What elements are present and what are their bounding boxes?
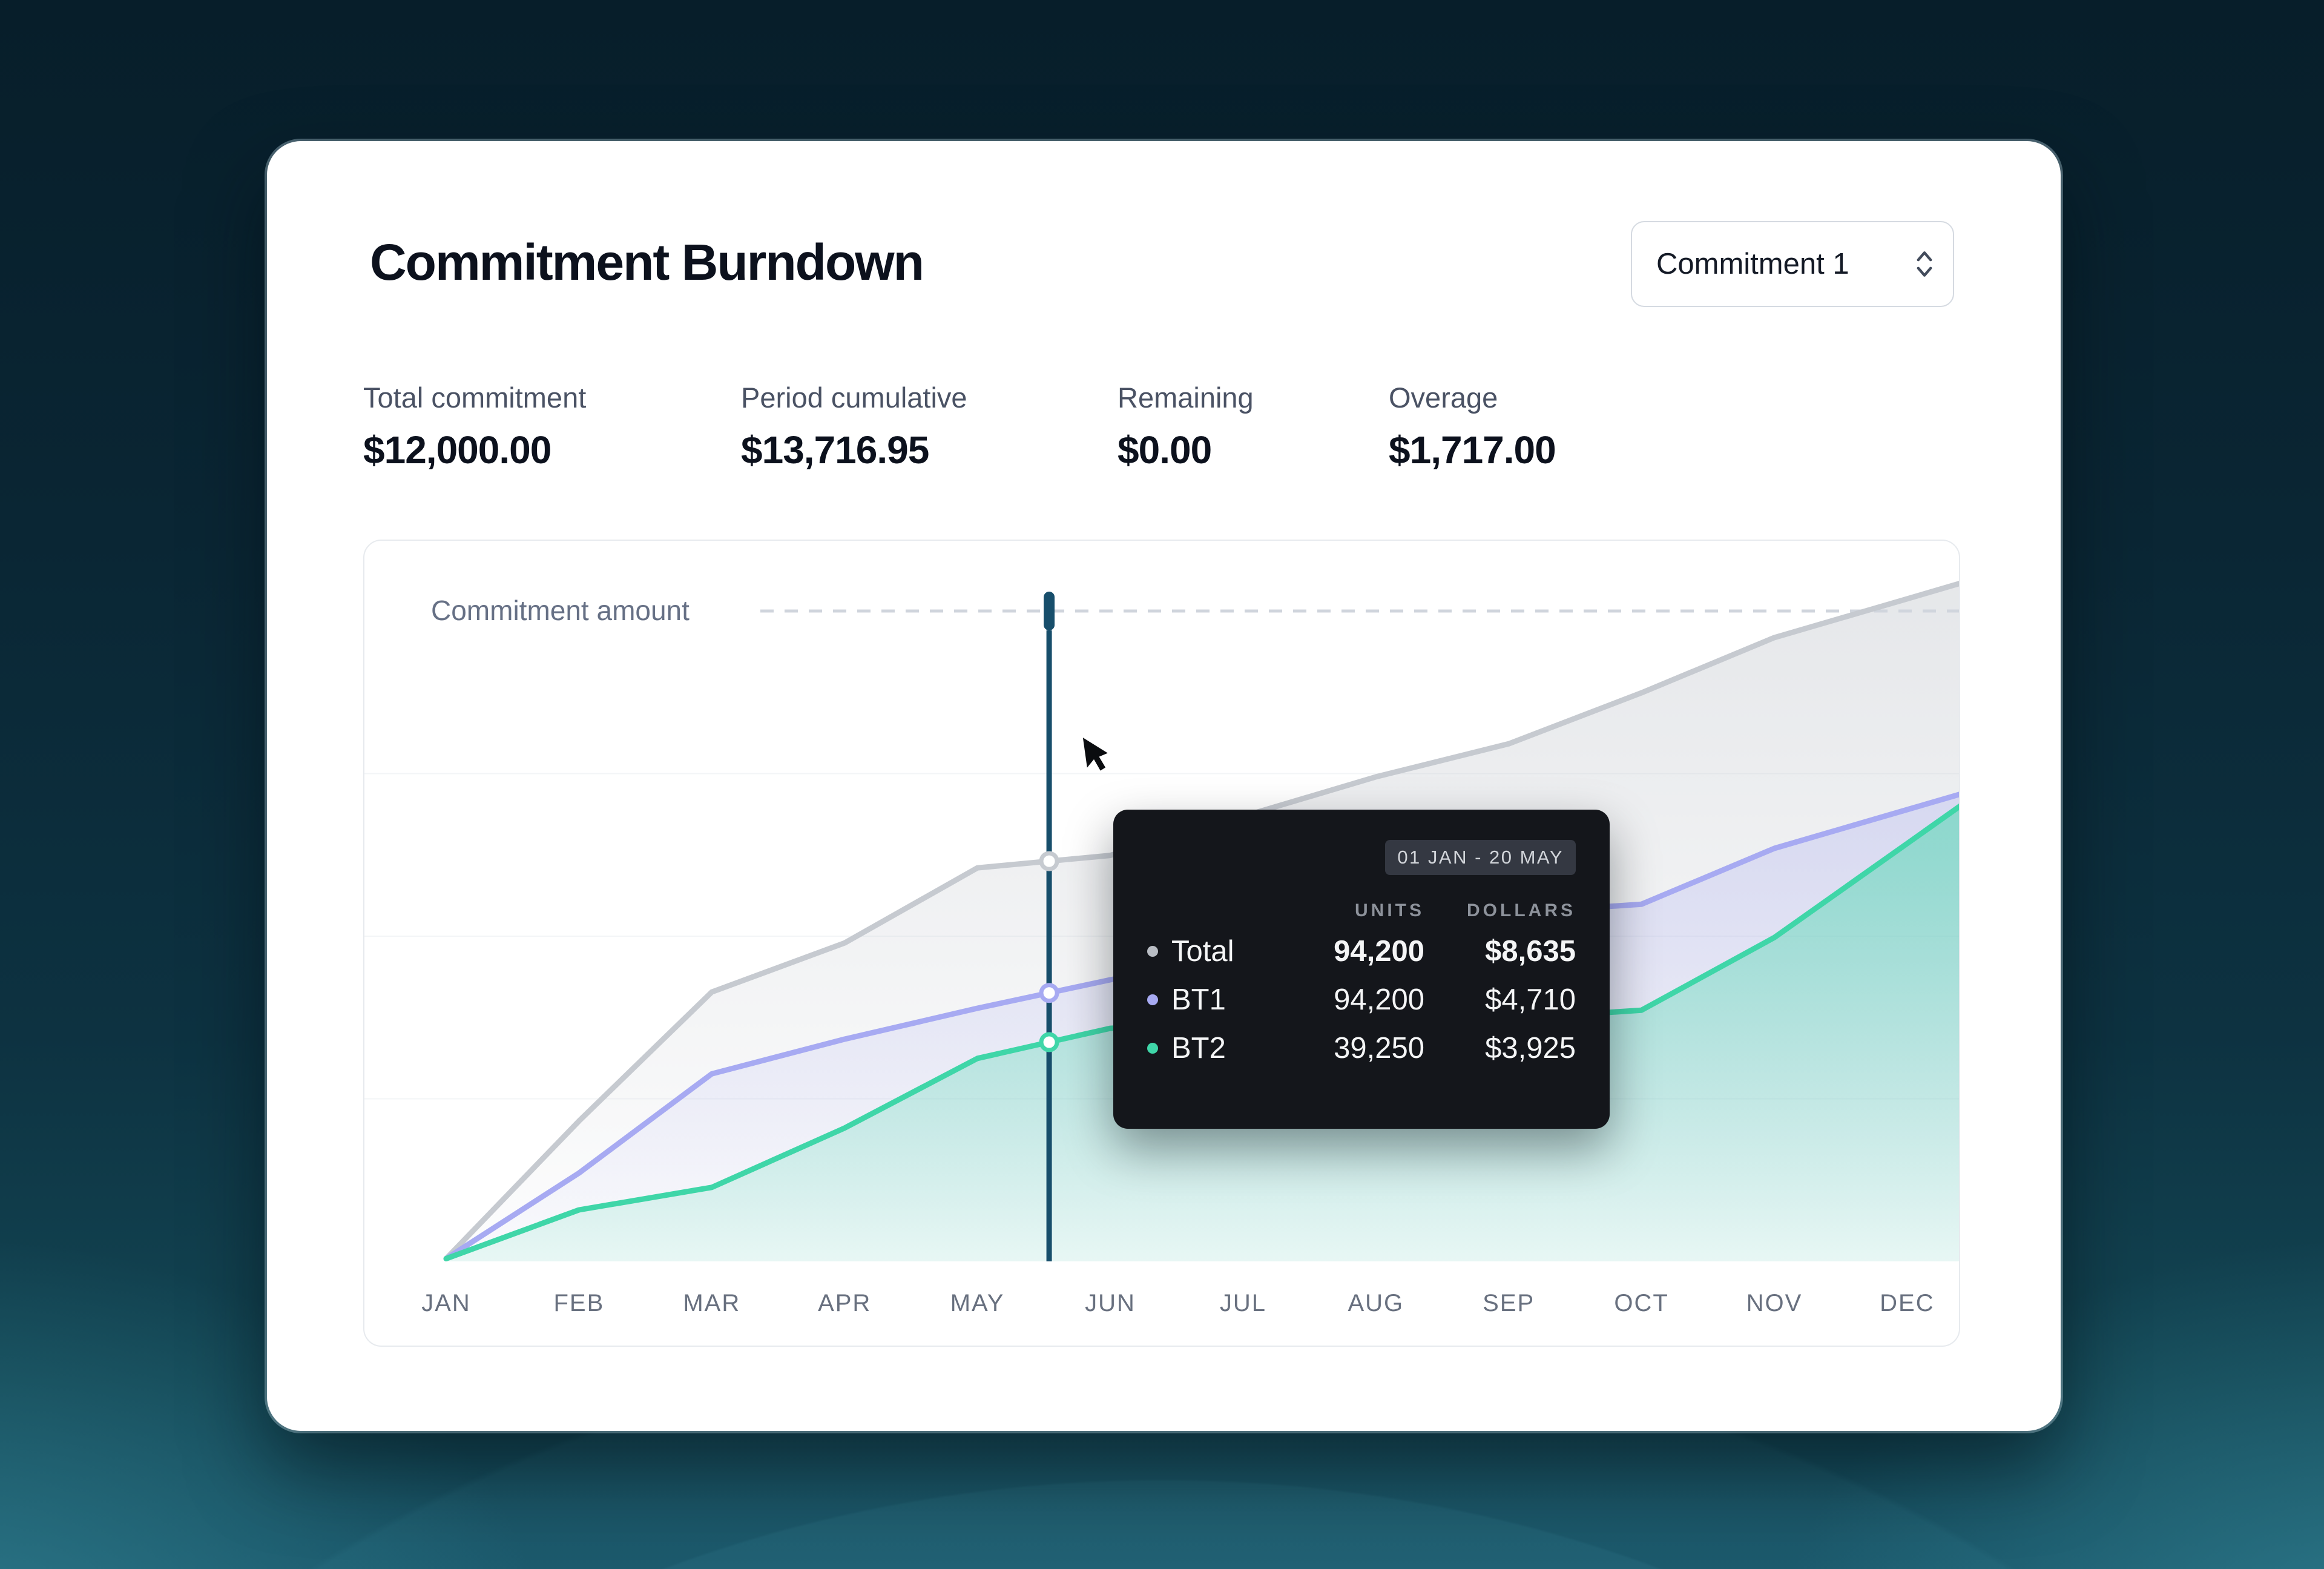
stat-value: $13,716.95 [741,428,929,472]
x-tick: JUN [1085,1290,1136,1316]
stat-label: Total commitment [363,382,587,414]
stat-value: $1,717.00 [1389,428,1556,472]
x-tick: DEC [1880,1290,1934,1316]
tooltip-row-total: Total [1147,934,1297,968]
x-tick: JUL [1220,1290,1266,1316]
stat-total-commitment: Total commitment $12,000.00 [363,381,586,472]
bt2-marker [1039,1032,1059,1052]
series-name: BT1 [1171,983,1226,1016]
total-units: 94,200 [1334,935,1424,968]
total-dollars: $8,635 [1485,935,1576,968]
tooltip-units-header: UNITS [1355,900,1424,920]
bt2-dot-icon [1147,1043,1158,1054]
stat-value: $12,000.00 [363,428,551,472]
tooltip-table: UNITS DOLLARS Total 94,200 $8,635 BT1 94… [1147,894,1576,1072]
bt1-units: 94,200 [1334,983,1424,1016]
stat-remaining: Remaining $0.00 [1118,381,1254,472]
tooltip-date-range: 01 JAN - 20 MAY [1385,840,1576,875]
stat-label: Remaining [1118,382,1254,414]
commitment-amount-label: Commitment amount [431,595,690,626]
x-tick: OCT [1614,1290,1668,1316]
bt2-dollars: $3,925 [1485,1032,1576,1065]
page-title: Commitment Burndown [370,234,924,291]
series-name: BT2 [1171,1032,1226,1065]
cursor-arrow-icon [1082,738,1108,771]
stat-period-cumulative: Period cumulative $13,716.95 [741,381,967,472]
burndown-chart[interactable]: Commitment amount JAN FEB MAR APR MAY JU… [363,540,1960,1347]
series-name: Total [1171,935,1234,968]
stat-label: Period cumulative [741,382,967,414]
stat-label: Overage [1389,382,1498,414]
chevron-up-down-icon [1917,251,1932,277]
bt1-dollars: $4,710 [1485,983,1576,1016]
bt2-units: 39,250 [1334,1032,1424,1065]
tooltip-row-bt1: BT1 [1147,983,1297,1017]
x-tick: JAN [421,1290,471,1316]
chart-tooltip: 01 JAN - 20 MAY UNITS DOLLARS Total 94,2… [1113,810,1610,1129]
tooltip-dollars-header: DOLLARS [1467,900,1576,920]
x-tick: NOV [1746,1290,1803,1316]
x-axis-labels: JAN FEB MAR APR MAY JUN JUL AUG SEP OCT … [421,1290,1934,1316]
commitment-selector[interactable]: Commitment 1 [1631,221,1954,307]
x-tick: MAR [683,1290,740,1316]
bt1-dot-icon [1147,994,1158,1005]
total-dot-icon [1147,946,1158,957]
date-indicator-handle[interactable] [1044,592,1055,630]
stat-overage: Overage $1,717.00 [1389,381,1556,472]
x-tick: FEB [554,1290,605,1316]
tooltip-row-bt2: BT2 [1147,1031,1297,1065]
commitment-burndown-card: Commitment Burndown Commitment 1 Total c… [267,141,2061,1431]
x-tick: AUG [1348,1290,1404,1316]
x-tick: SEP [1483,1290,1535,1316]
stat-value: $0.00 [1118,428,1212,472]
x-tick: APR [818,1290,871,1316]
commitment-selector-label: Commitment 1 [1656,248,1849,280]
total-marker [1039,851,1059,871]
x-tick: MAY [950,1290,1005,1316]
bt1-marker [1039,983,1059,1003]
